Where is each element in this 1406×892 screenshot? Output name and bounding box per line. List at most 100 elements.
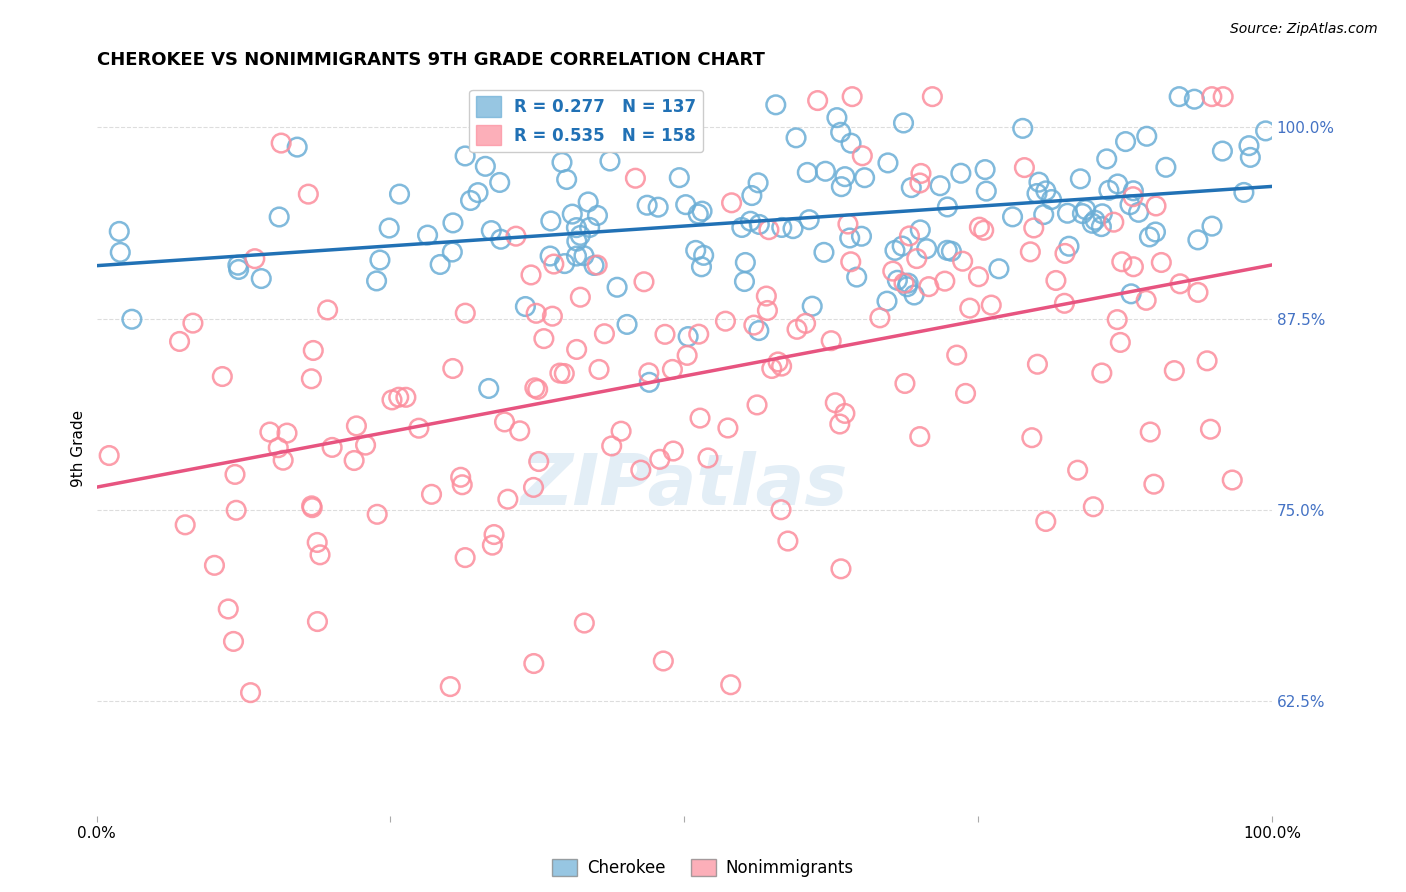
Point [540,214,562,228]
Point [769,502,792,516]
Point [488,176,510,190]
Point [569,228,592,243]
Point [929,178,952,193]
Point [910,223,932,237]
Point [302,343,325,358]
Point [1028,175,1050,189]
Point [408,421,430,435]
Point [429,258,451,272]
Point [1197,354,1219,368]
Point [533,332,555,346]
Point [1211,144,1233,158]
Point [586,258,609,272]
Point [441,216,464,230]
Point [1220,473,1243,487]
Point [941,244,963,259]
Point [638,376,661,390]
Point [1139,230,1161,244]
Point [1122,260,1144,274]
Point [297,187,319,202]
Point [299,372,322,386]
Point [561,207,583,221]
Point [541,309,564,323]
Point [527,454,550,468]
Point [839,254,862,268]
Point [987,261,1010,276]
Point [416,228,439,243]
Point [524,306,547,320]
Point [554,256,576,270]
Point [467,186,489,200]
Point [820,334,842,348]
Point [474,159,496,173]
Point [814,164,837,178]
Point [786,322,808,336]
Point [900,180,922,194]
Point [1053,246,1076,260]
Point [1011,121,1033,136]
Point [98,449,121,463]
Point [479,224,502,238]
Point [661,362,683,376]
Point [882,264,904,278]
Point [830,179,852,194]
Point [692,248,714,262]
Point [955,386,977,401]
Point [1035,184,1057,198]
Point [807,94,830,108]
Point [1074,202,1097,217]
Point [1154,161,1177,175]
Point [974,162,997,177]
Point [624,171,647,186]
Point [523,657,546,671]
Point [520,268,543,282]
Point [610,424,633,438]
Point [572,249,595,263]
Point [1119,286,1142,301]
Point [936,244,959,258]
Point [1201,219,1223,234]
Point [482,527,505,541]
Point [565,234,588,248]
Point [637,366,659,380]
Point [1014,161,1036,175]
Point [496,492,519,507]
Point [720,195,742,210]
Point [600,439,623,453]
Point [830,125,852,139]
Point [243,252,266,266]
Point [1066,463,1088,477]
Point [1040,193,1063,207]
Point [967,269,990,284]
Point [845,270,868,285]
Point [690,204,713,219]
Point [758,222,780,236]
Point [1182,92,1205,106]
Point [834,406,856,420]
Point [910,166,932,180]
Point [898,229,921,244]
Point [509,424,531,438]
Point [451,477,474,491]
Point [204,558,226,573]
Point [654,327,676,342]
Point [949,166,972,180]
Point [565,249,588,263]
Point [441,245,464,260]
Point [830,562,852,576]
Point [908,429,931,443]
Point [1187,233,1209,247]
Point [801,299,824,313]
Point [851,149,873,163]
Point [1107,312,1129,326]
Point [652,654,675,668]
Point [921,89,943,103]
Point [1021,431,1043,445]
Point [588,362,610,376]
Point [630,463,652,477]
Point [1001,210,1024,224]
Text: Source: ZipAtlas.com: Source: ZipAtlas.com [1230,22,1378,37]
Point [1199,422,1222,436]
Point [420,487,443,501]
Point [454,306,477,320]
